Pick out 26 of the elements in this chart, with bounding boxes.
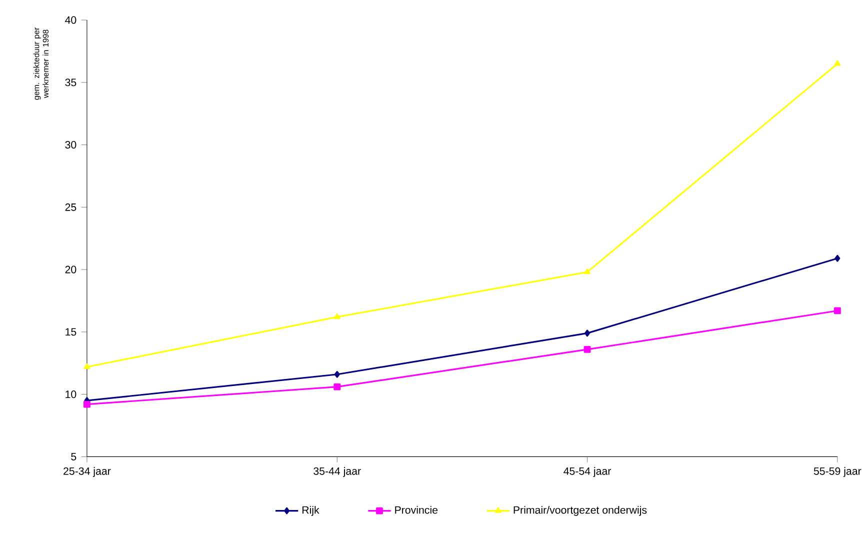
y-tick-label: 35 [65,78,76,86]
x-tick-label: 35-44 jaar [314,466,361,477]
point [834,307,841,314]
y-tick-label: 15 [66,328,76,336]
y-tick-label: 25 [65,203,76,211]
point [584,268,590,274]
y-tick-label: 40 [65,16,76,24]
point [834,254,840,262]
point [584,346,591,353]
point [584,330,590,337]
y-tick-label: 20 [65,266,76,274]
y-tick-label: 10 [66,390,76,398]
point [334,370,340,378]
y-tick-label: 5 [71,452,76,460]
x-tick-label: 45-54 jaar [564,466,611,477]
point [834,60,841,66]
legend-label: Provincie [395,506,438,514]
x-tick-label: 55-59 jaar [814,466,862,477]
x-tick-label: 25-34 jaar [64,466,111,477]
y-tick-label: 30 [65,140,76,148]
point [84,363,90,369]
legend-label: Rijk [302,506,320,516]
point [334,383,341,390]
point [84,400,90,408]
point [334,313,340,320]
legend-label: Primair/voortgezet onderwijs [514,506,647,516]
